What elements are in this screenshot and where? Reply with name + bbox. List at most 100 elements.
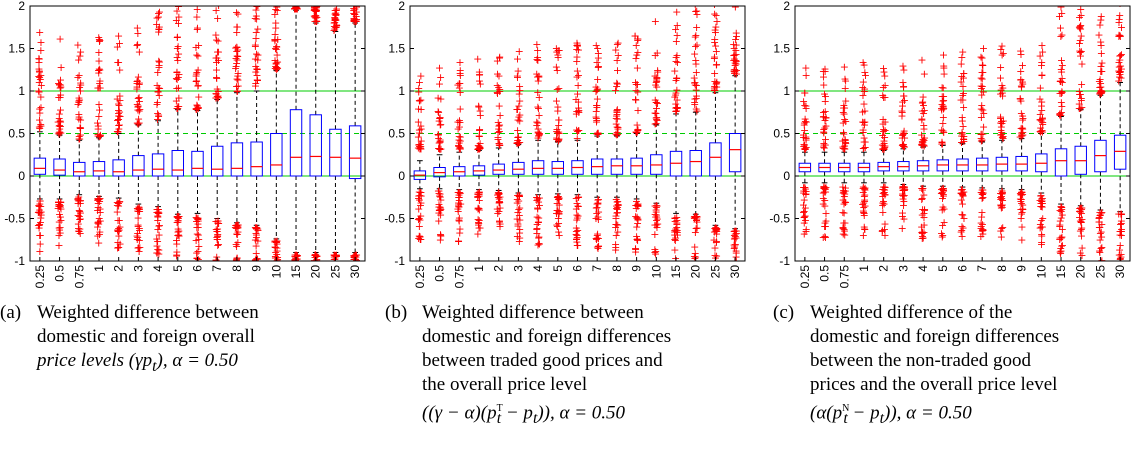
outlier-marker: + xyxy=(652,199,661,212)
x-tick-label: 4 xyxy=(531,265,545,272)
outlier-marker: + xyxy=(899,127,908,140)
outlier-marker: + xyxy=(94,82,103,95)
outlier-marker: + xyxy=(435,62,444,75)
outlier-marker: + xyxy=(495,193,504,206)
outlier-marker: + xyxy=(802,223,811,236)
outlier-marker: + xyxy=(1057,203,1066,216)
outlier-marker: + xyxy=(454,205,463,218)
outlier-marker: + xyxy=(134,241,143,254)
outlier-marker: + xyxy=(1077,223,1086,236)
outlier-marker: + xyxy=(572,70,581,83)
outlier-marker: + xyxy=(1097,86,1106,99)
outlier-marker: + xyxy=(133,202,142,215)
outlier-marker: + xyxy=(611,241,620,254)
outlier-marker: + xyxy=(211,52,220,65)
outlier-marker: + xyxy=(453,122,462,135)
outlier-marker: + xyxy=(920,203,929,216)
outlier-marker: + xyxy=(532,53,541,66)
outlier-marker: + xyxy=(94,197,103,210)
outlier-marker: + xyxy=(712,15,721,28)
outlier-marker: + xyxy=(1077,222,1086,235)
outlier-marker: + xyxy=(819,180,828,193)
box xyxy=(689,150,702,177)
outlier-marker: + xyxy=(1056,75,1065,88)
outlier-marker: + xyxy=(251,4,260,17)
outlier-marker: + xyxy=(212,71,221,84)
outlier-marker: + xyxy=(455,223,464,236)
outlier-marker: + xyxy=(821,138,830,151)
outlier-marker: + xyxy=(95,195,104,208)
outlier-marker: + xyxy=(572,228,581,241)
outlier-marker: + xyxy=(76,197,85,210)
outlier-marker: + xyxy=(690,47,699,60)
outlier-marker: + xyxy=(1116,49,1125,62)
outlier-marker: + xyxy=(838,135,847,148)
outlier-marker: + xyxy=(1017,129,1026,142)
outlier-marker: + xyxy=(730,65,739,78)
outlier-marker: + xyxy=(996,112,1005,125)
outlier-marker: + xyxy=(840,196,849,209)
outlier-marker: + xyxy=(453,115,462,128)
outlier-marker: + xyxy=(800,205,809,218)
outlier-marker: + xyxy=(1076,3,1085,16)
outlier-marker: + xyxy=(710,84,719,97)
outlier-marker: + xyxy=(436,193,445,206)
outlier-marker: + xyxy=(494,188,503,201)
outlier-marker: + xyxy=(56,203,65,216)
outlier-marker: + xyxy=(114,113,123,126)
outlier-marker: + xyxy=(712,223,721,236)
outlier-marker: + xyxy=(859,126,868,139)
outlier-marker: + xyxy=(860,221,869,234)
outlier-marker: + xyxy=(332,258,341,271)
outlier-marker: + xyxy=(1076,246,1085,259)
outlier-marker: + xyxy=(1016,74,1025,87)
outlier-marker: + xyxy=(330,249,339,262)
outlier-marker: + xyxy=(271,42,280,55)
outlier-marker: + xyxy=(173,30,182,43)
outlier-marker: + xyxy=(670,212,679,225)
outlier-marker: + xyxy=(978,51,987,64)
outlier-marker: + xyxy=(475,221,484,234)
outlier-marker: + xyxy=(436,203,445,216)
outlier-marker: + xyxy=(899,199,908,212)
box xyxy=(610,158,624,175)
outlier-marker: + xyxy=(799,185,808,198)
outlier-marker: + xyxy=(690,98,699,111)
outlier-marker: + xyxy=(133,100,142,113)
outlier-marker: + xyxy=(311,9,320,22)
outlier-marker: + xyxy=(840,113,849,126)
outlier-marker: + xyxy=(840,142,849,155)
outlier-marker: + xyxy=(671,88,680,101)
outlier-marker: + xyxy=(652,76,661,89)
outlier-marker: + xyxy=(232,240,241,253)
outlier-marker: + xyxy=(512,136,521,149)
outlier-marker: + xyxy=(532,223,541,236)
outlier-marker: + xyxy=(270,35,279,48)
outlier-marker: + xyxy=(1115,228,1124,241)
outlier-marker: + xyxy=(34,56,43,69)
outlier-marker: + xyxy=(959,67,968,80)
outlier-marker: + xyxy=(552,207,561,220)
outlier-marker: + xyxy=(594,60,603,73)
outlier-marker: + xyxy=(134,211,143,224)
outlier-marker: + xyxy=(270,8,279,21)
outlier-marker: + xyxy=(978,72,987,85)
outlier-marker: + xyxy=(1036,108,1045,121)
outlier-marker: + xyxy=(455,121,464,134)
outlier-marker: + xyxy=(291,2,300,15)
outlier-marker: + xyxy=(311,248,320,261)
outlier-marker: + xyxy=(233,84,242,97)
outlier-marker: + xyxy=(732,225,741,238)
outlier-marker: + xyxy=(730,65,739,78)
outlier-marker: + xyxy=(692,210,701,223)
outlier-marker: + xyxy=(1016,188,1025,201)
outlier-marker: + xyxy=(495,191,504,204)
outlier-marker: + xyxy=(1096,60,1105,73)
outlier-marker: + xyxy=(154,25,163,38)
x-tick-label: 5 xyxy=(936,265,950,272)
outlier-marker: + xyxy=(821,215,830,228)
outlier-marker: + xyxy=(691,57,700,70)
outlier-marker: + xyxy=(821,105,830,118)
outlier-marker: + xyxy=(591,212,600,225)
outlier-marker: + xyxy=(94,98,103,111)
